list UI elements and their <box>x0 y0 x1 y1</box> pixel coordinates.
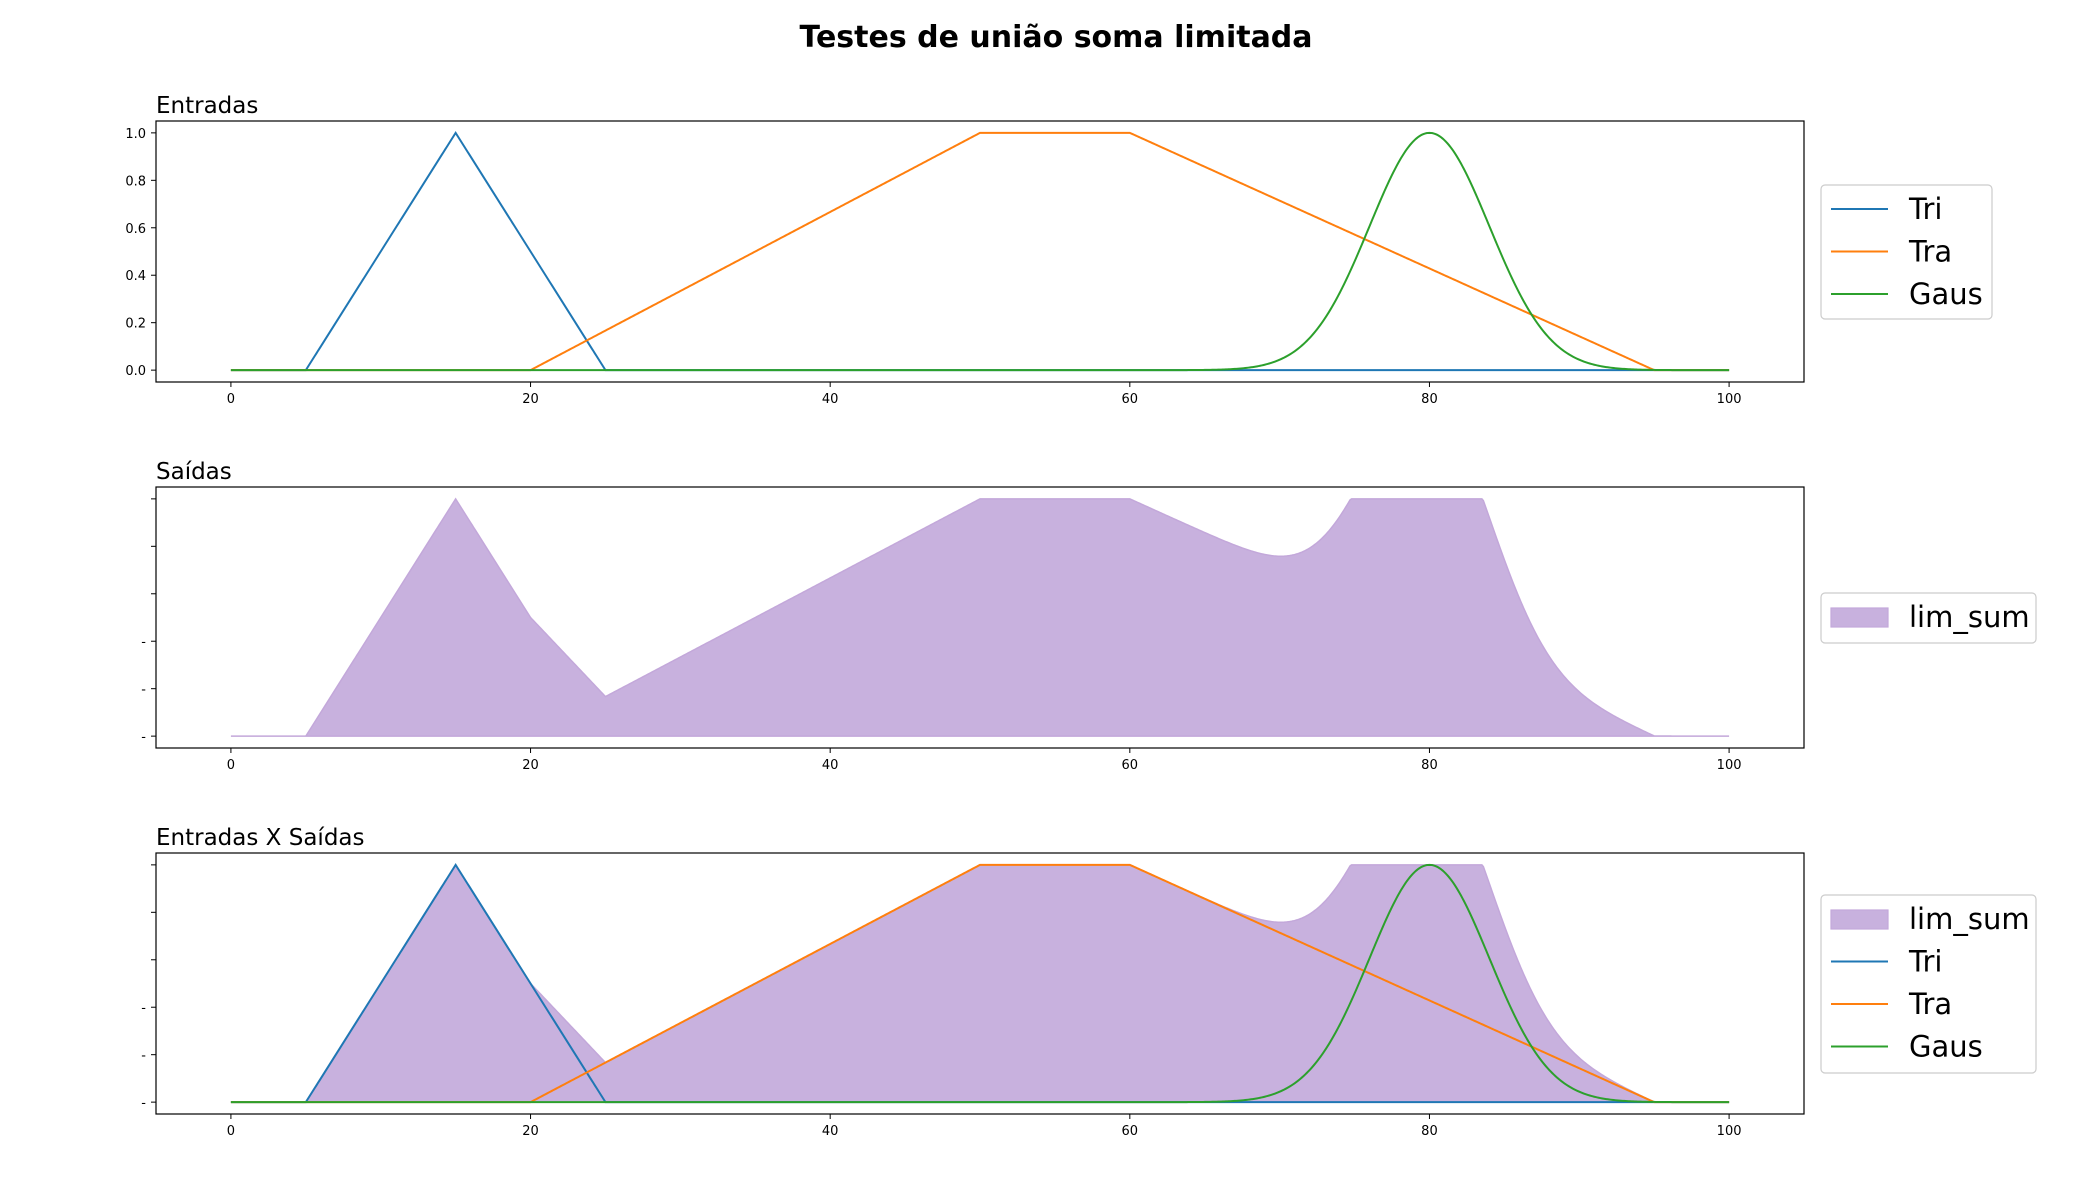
y-tick-label: - <box>141 1001 146 1016</box>
x-tick-label: 100 <box>1717 392 1742 407</box>
y-tick-label: - <box>141 683 146 698</box>
subplot-title: Saídas <box>156 459 232 485</box>
subplots: Entradas 0 20 40 60 80 100 0.0 0.2 0.4 0.6 0.8 1.0 Tr… <box>125 93 2037 1139</box>
x-tick-label: 80 <box>1421 1124 1438 1139</box>
x-tick-label: 100 <box>1717 758 1742 773</box>
legend-label: Tri <box>1908 192 1942 226</box>
series-line-gaus <box>230 131 1730 372</box>
figure-title: Testes de união soma limitada <box>799 20 1312 55</box>
x-tick-label: 100 <box>1717 1124 1742 1139</box>
subplot-3: Entradas X Saídas 0 20 40 60 80 100 - - - lim_sum T… <box>141 825 2037 1139</box>
subplot-title: Entradas <box>156 93 258 119</box>
x-tick-label: 20 <box>522 392 539 407</box>
x-tick-label: 80 <box>1421 758 1438 773</box>
legend-swatch <box>1830 607 1889 628</box>
y-tick-label: - <box>141 1096 146 1111</box>
x-tick-label: 40 <box>822 758 839 773</box>
legend-label: Tra <box>1908 987 1952 1021</box>
y-tick-label: 0.8 <box>125 174 146 189</box>
y-tick-label: 0.2 <box>125 317 146 332</box>
legend-label: Gaus <box>1909 277 1983 311</box>
legend-frame <box>1820 894 2037 1074</box>
x-tick-label: 60 <box>1122 392 1139 407</box>
x-tick-label: 40 <box>822 392 839 407</box>
subplot-2: Saídas 0 20 40 60 80 100 - - - lim_sum <box>141 459 2037 773</box>
legend-frame <box>1820 592 2037 644</box>
y-tick-label: - <box>141 730 146 745</box>
x-tick-label: 60 <box>1122 1124 1139 1139</box>
y-tick-label: 0.4 <box>125 269 146 284</box>
subplot-title: Entradas X Saídas <box>156 825 365 851</box>
subplot-1: Entradas 0 20 40 60 80 100 0.0 0.2 0.4 0.6 0.8 1.0 Tr… <box>125 93 1993 407</box>
axes-frame <box>155 120 1805 383</box>
x-tick-label: 20 <box>522 758 539 773</box>
legend: Tri Tra Gaus <box>1820 184 1993 320</box>
legend: lim_sum Tri Tra Gaus <box>1820 894 2037 1074</box>
y-tick-label: 1.0 <box>125 127 146 142</box>
x-tick-label: 40 <box>822 1124 839 1139</box>
y-tick-label: - <box>141 635 146 650</box>
axes-frame <box>155 852 1805 1115</box>
y-tick-label: - <box>141 1049 146 1064</box>
plot-area <box>156 121 1804 382</box>
legend-label: Tra <box>1908 235 1952 269</box>
x-tick-label: 20 <box>522 1124 539 1139</box>
legend-label: Gaus <box>1909 1030 1983 1064</box>
legend-frame <box>1820 184 1993 320</box>
series-line-gaus <box>230 863 1730 1104</box>
y-tick-label: 0.0 <box>125 364 146 379</box>
axes-frame <box>155 486 1805 749</box>
x-tick-label: 0 <box>227 1124 235 1139</box>
x-tick-label: 0 <box>227 392 235 407</box>
y-tick-label: 0.6 <box>125 222 146 237</box>
legend-label: lim_sum <box>1909 600 2030 634</box>
legend-swatch <box>1830 909 1889 930</box>
x-tick-label: 0 <box>227 758 235 773</box>
legend: lim_sum <box>1820 592 2037 644</box>
x-tick-label: 60 <box>1122 758 1139 773</box>
legend-label: Tri <box>1908 945 1942 979</box>
legend-label: lim_sum <box>1909 902 2030 936</box>
x-tick-label: 80 <box>1421 392 1438 407</box>
series-area-lim-sum <box>230 497 1730 737</box>
